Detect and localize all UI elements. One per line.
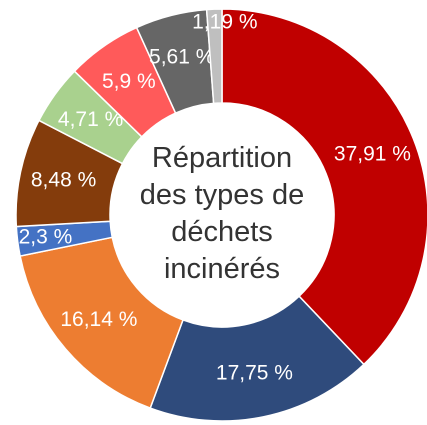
data-label: 17,75 % [216,361,293,384]
chart-title: Répartition des types de déchets incinér… [139,142,305,285]
data-label: 4,71 % [58,108,123,131]
data-label: 37,91 % [334,143,411,166]
slice [221,8,427,366]
slice [205,8,223,105]
data-label: 2,3 % [19,225,73,248]
data-label: 5,61 % [149,46,214,69]
data-label: 16,14 % [60,308,137,331]
slice [19,236,184,410]
data-label: 8,48 % [31,169,96,192]
data-label: 1,19 % [192,11,257,34]
data-label: 5,9 % [102,70,156,93]
slice [149,295,365,422]
